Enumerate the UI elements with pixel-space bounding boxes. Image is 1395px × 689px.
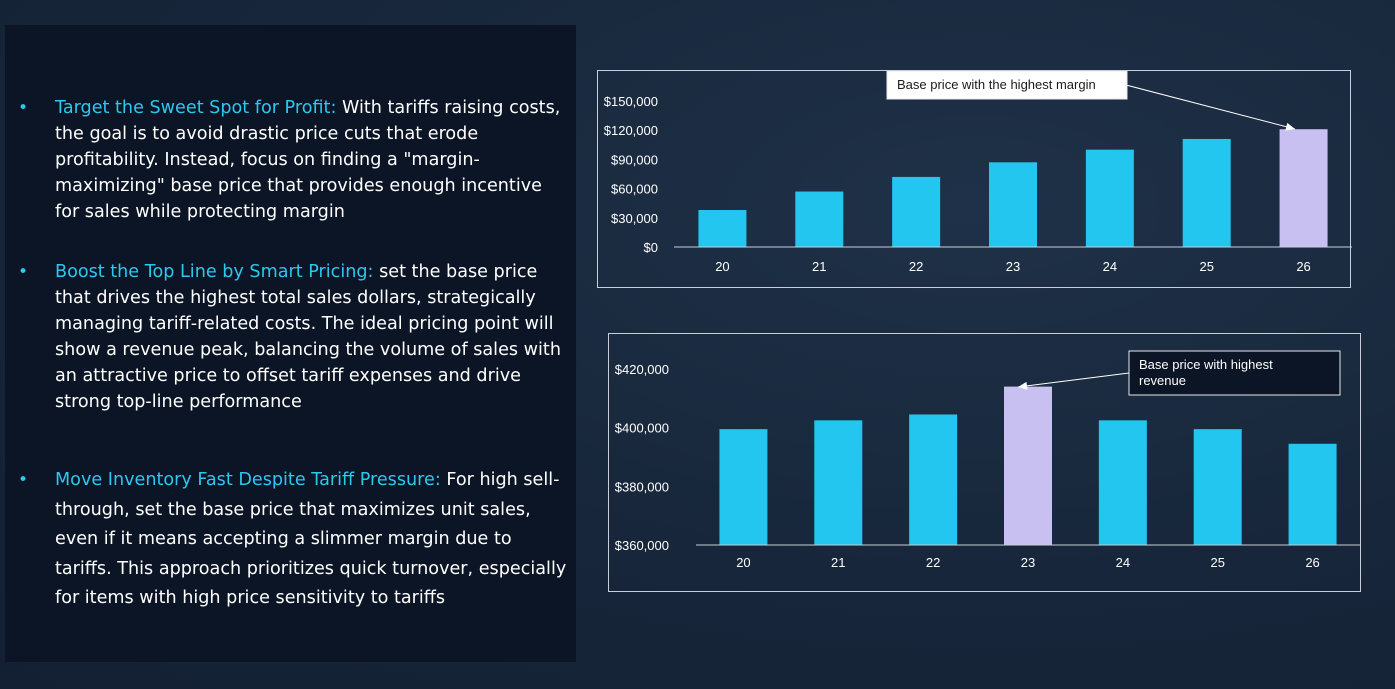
y-tick-label: $400,000 [615, 421, 669, 436]
bar [1085, 149, 1134, 247]
bar [698, 210, 747, 247]
revenue-chart: $360,000 $380,000 $400,000 $420,000 20 21 22 23… [615, 350, 1360, 570]
category-label: 22 [909, 259, 923, 274]
category-label: 22 [926, 555, 940, 570]
bullet-dot: • [18, 98, 29, 118]
bullet-heading: Move Inventory Fast Despite Tariff Press… [55, 470, 441, 490]
y-tick-label: $420,000 [615, 362, 669, 377]
bar [795, 191, 844, 247]
annotation-box [1128, 350, 1341, 396]
bar [1193, 429, 1242, 545]
bar [909, 414, 958, 545]
margin-chart: $0 $30,000 $60,000 $90,000 $120,000 $150,000 2… [604, 70, 1352, 274]
bullet-inventory: • Move Inventory Fast Despite Tariff Pre… [18, 466, 570, 614]
bullet-heading: Boost the Top Line by Smart Pricing: [55, 262, 374, 282]
bullet-dot: • [18, 470, 29, 490]
bullet-dot: • [18, 262, 29, 282]
annotation-arrow [1017, 372, 1130, 388]
y-tick-label: $90,000 [611, 152, 658, 167]
arrow-head [1018, 381, 1028, 390]
category-label: 25 [1210, 555, 1224, 570]
y-tick-label: $120,000 [604, 123, 658, 138]
category-label: 23 [1021, 555, 1035, 570]
bar [1182, 138, 1231, 247]
insights-panel: • Target the Sweet Spot for Profit: With… [5, 25, 576, 662]
y-tick-label: $60,000 [611, 182, 658, 197]
bar [719, 429, 768, 545]
bar-highlight [1004, 386, 1052, 545]
bar [892, 176, 941, 247]
bar [989, 162, 1037, 247]
category-label: 21 [812, 259, 826, 274]
bar [1098, 420, 1147, 545]
y-tick-label: $380,000 [615, 479, 669, 494]
category-label: 20 [736, 555, 750, 570]
y-tick-label: $150,000 [604, 94, 658, 109]
annotation-arrow [1125, 84, 1296, 130]
y-tick-label: $360,000 [615, 538, 669, 553]
category-label: 23 [1006, 259, 1020, 274]
bar [1288, 443, 1337, 545]
margin-chart-frame: $0 $30,000 $60,000 $90,000 $120,000 $150,000 2… [597, 70, 1352, 288]
bullet-margin: • Target the Sweet Spot for Profit: With… [18, 95, 570, 225]
y-tick-label: $0 [644, 240, 658, 255]
bullet-revenue: • Boost the Top Line by Smart Pricing: s… [18, 259, 570, 415]
bullet-heading: Target the Sweet Spot for Profit: [55, 98, 337, 118]
annotation-text: Base price with highest revenue [1139, 357, 1273, 388]
bar [814, 420, 863, 545]
category-label: 25 [1199, 259, 1213, 274]
bullet-text: For high sell-through, set the base pric… [55, 470, 567, 608]
category-label: 24 [1116, 555, 1130, 570]
arrow-head [1285, 122, 1295, 131]
bullet-text: set the base price that drives the highe… [55, 262, 561, 412]
category-label: 26 [1296, 259, 1310, 274]
revenue-chart-frame: $360,000 $380,000 $400,000 $420,000 20 21 22 23… [608, 333, 1361, 592]
category-label: 24 [1103, 259, 1117, 274]
category-label: 20 [715, 259, 729, 274]
bullet-text: With tariffs raising costs, the goal is … [55, 98, 561, 222]
bar-highlight [1279, 129, 1328, 247]
annotation-text: Base price with the highest margin [897, 77, 1096, 92]
category-label: 21 [831, 555, 845, 570]
y-tick-label: $30,000 [611, 211, 658, 226]
annotation-box [886, 70, 1128, 100]
category-label: 26 [1305, 555, 1319, 570]
